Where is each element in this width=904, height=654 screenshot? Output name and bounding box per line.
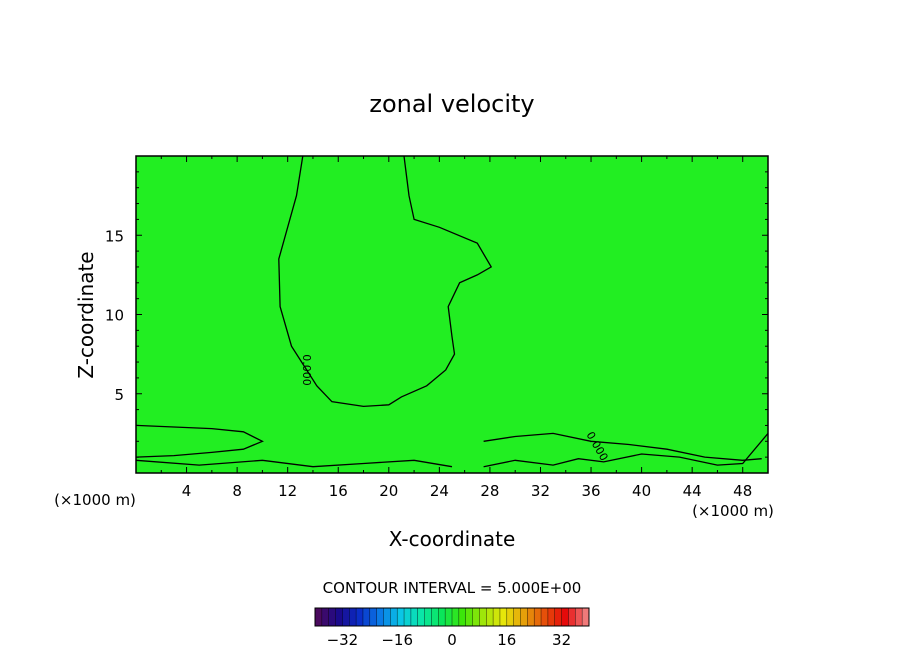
x-tick-label: 20 bbox=[379, 482, 398, 500]
x-tick-label: 48 bbox=[733, 482, 752, 500]
x-units-left: (×1000 m) bbox=[54, 491, 136, 509]
colorbar-cell bbox=[452, 608, 460, 626]
colorbar-cell bbox=[472, 608, 480, 626]
y-tick-label: 15 bbox=[105, 227, 124, 245]
colorbar-cell bbox=[321, 608, 329, 626]
colorbar-cell bbox=[458, 608, 466, 626]
colorbar-cell bbox=[431, 608, 439, 626]
plot-area: 0.000 0.000 bbox=[135, 155, 769, 474]
colorbar bbox=[314, 607, 590, 627]
y-tick-label: 10 bbox=[105, 307, 124, 325]
colorbar-cell bbox=[527, 608, 535, 626]
colorbar-cell bbox=[568, 608, 576, 626]
colorbar-cell bbox=[506, 608, 514, 626]
colorbar-cell bbox=[520, 608, 528, 626]
colorbar-cell bbox=[383, 608, 391, 626]
x-axis-label: X-coordinate bbox=[389, 527, 516, 551]
y-axis: 5 10 15 bbox=[105, 171, 768, 458]
contour-line bbox=[483, 432, 769, 468]
colorbar-cell bbox=[513, 608, 521, 626]
contour-label: 0.000 bbox=[300, 354, 313, 386]
colorbar-cell bbox=[335, 608, 343, 626]
x-tick-label: 32 bbox=[531, 482, 550, 500]
colorbar-cell bbox=[465, 608, 473, 626]
velocity-field bbox=[136, 156, 768, 473]
colorbar-cell bbox=[479, 608, 487, 626]
colorbar-cell bbox=[547, 608, 556, 626]
colorbar-cell bbox=[328, 608, 336, 626]
x-tick-label: 12 bbox=[278, 482, 297, 500]
chart-title: zonal velocity bbox=[369, 90, 534, 118]
x-units-right: (×1000 m) bbox=[692, 502, 774, 520]
colorbar-cell bbox=[445, 608, 453, 626]
contour-interval-text: CONTOUR INTERVAL = 5.000E+00 bbox=[323, 579, 582, 597]
colorbar-cell bbox=[376, 608, 384, 626]
contour-line bbox=[483, 432, 762, 461]
colorbar-tick-label: −32 bbox=[327, 631, 359, 649]
colorbar-cell bbox=[554, 608, 562, 626]
colorbar-tick-label: −16 bbox=[381, 631, 413, 649]
x-tick-label: 40 bbox=[632, 482, 651, 500]
x-tick-label: 36 bbox=[581, 482, 600, 500]
y-tick-label: 5 bbox=[114, 386, 124, 404]
zero-contours bbox=[135, 155, 769, 468]
x-tick-label: 28 bbox=[480, 482, 499, 500]
colorbar-cell bbox=[575, 608, 583, 626]
colorbar-cell bbox=[486, 608, 494, 626]
x-tick-label: 24 bbox=[430, 482, 449, 500]
colorbar-ticks: −32 −16 0 16 32 bbox=[327, 631, 572, 649]
colorbar-frame bbox=[314, 607, 590, 627]
x-tick-label: 16 bbox=[329, 482, 348, 500]
colorbar-cell bbox=[493, 608, 501, 626]
colorbar-cell bbox=[499, 608, 508, 626]
colorbar-cell bbox=[417, 608, 425, 626]
colorbar-tick-label: 32 bbox=[552, 631, 571, 649]
colorbar-cell bbox=[561, 608, 569, 626]
colorbar-cell bbox=[397, 608, 405, 626]
colorbar-cell bbox=[438, 608, 446, 626]
colorbar-cell bbox=[390, 608, 398, 626]
colorbar-cell bbox=[534, 608, 542, 626]
contour-line bbox=[135, 459, 453, 468]
contour-line bbox=[278, 155, 493, 408]
colorbar-tick-label: 16 bbox=[497, 631, 516, 649]
colorbar-cell bbox=[369, 608, 377, 626]
colorbar-cell bbox=[424, 608, 432, 626]
colorbar-cell bbox=[582, 608, 590, 626]
colorbar-cell bbox=[404, 608, 412, 626]
colorbar-cell bbox=[541, 608, 549, 626]
colorbar-tick-label: 0 bbox=[447, 631, 457, 649]
contour-line bbox=[135, 424, 264, 458]
colorbar-cell bbox=[315, 608, 323, 626]
x-tick-label: 4 bbox=[182, 482, 192, 500]
colorbar-cell bbox=[362, 608, 371, 626]
colorbar-cell bbox=[356, 608, 364, 626]
colorbar-cell bbox=[410, 608, 419, 626]
x-tick-label: 8 bbox=[232, 482, 242, 500]
x-axis: 4 8 12 16 20 24 28 32 36 40 44 48 bbox=[160, 156, 752, 500]
y-axis-label: Z-coordinate bbox=[74, 251, 98, 378]
colorbar-cell bbox=[342, 608, 350, 626]
x-tick-label: 44 bbox=[683, 482, 702, 500]
colorbar-cell bbox=[349, 608, 357, 626]
